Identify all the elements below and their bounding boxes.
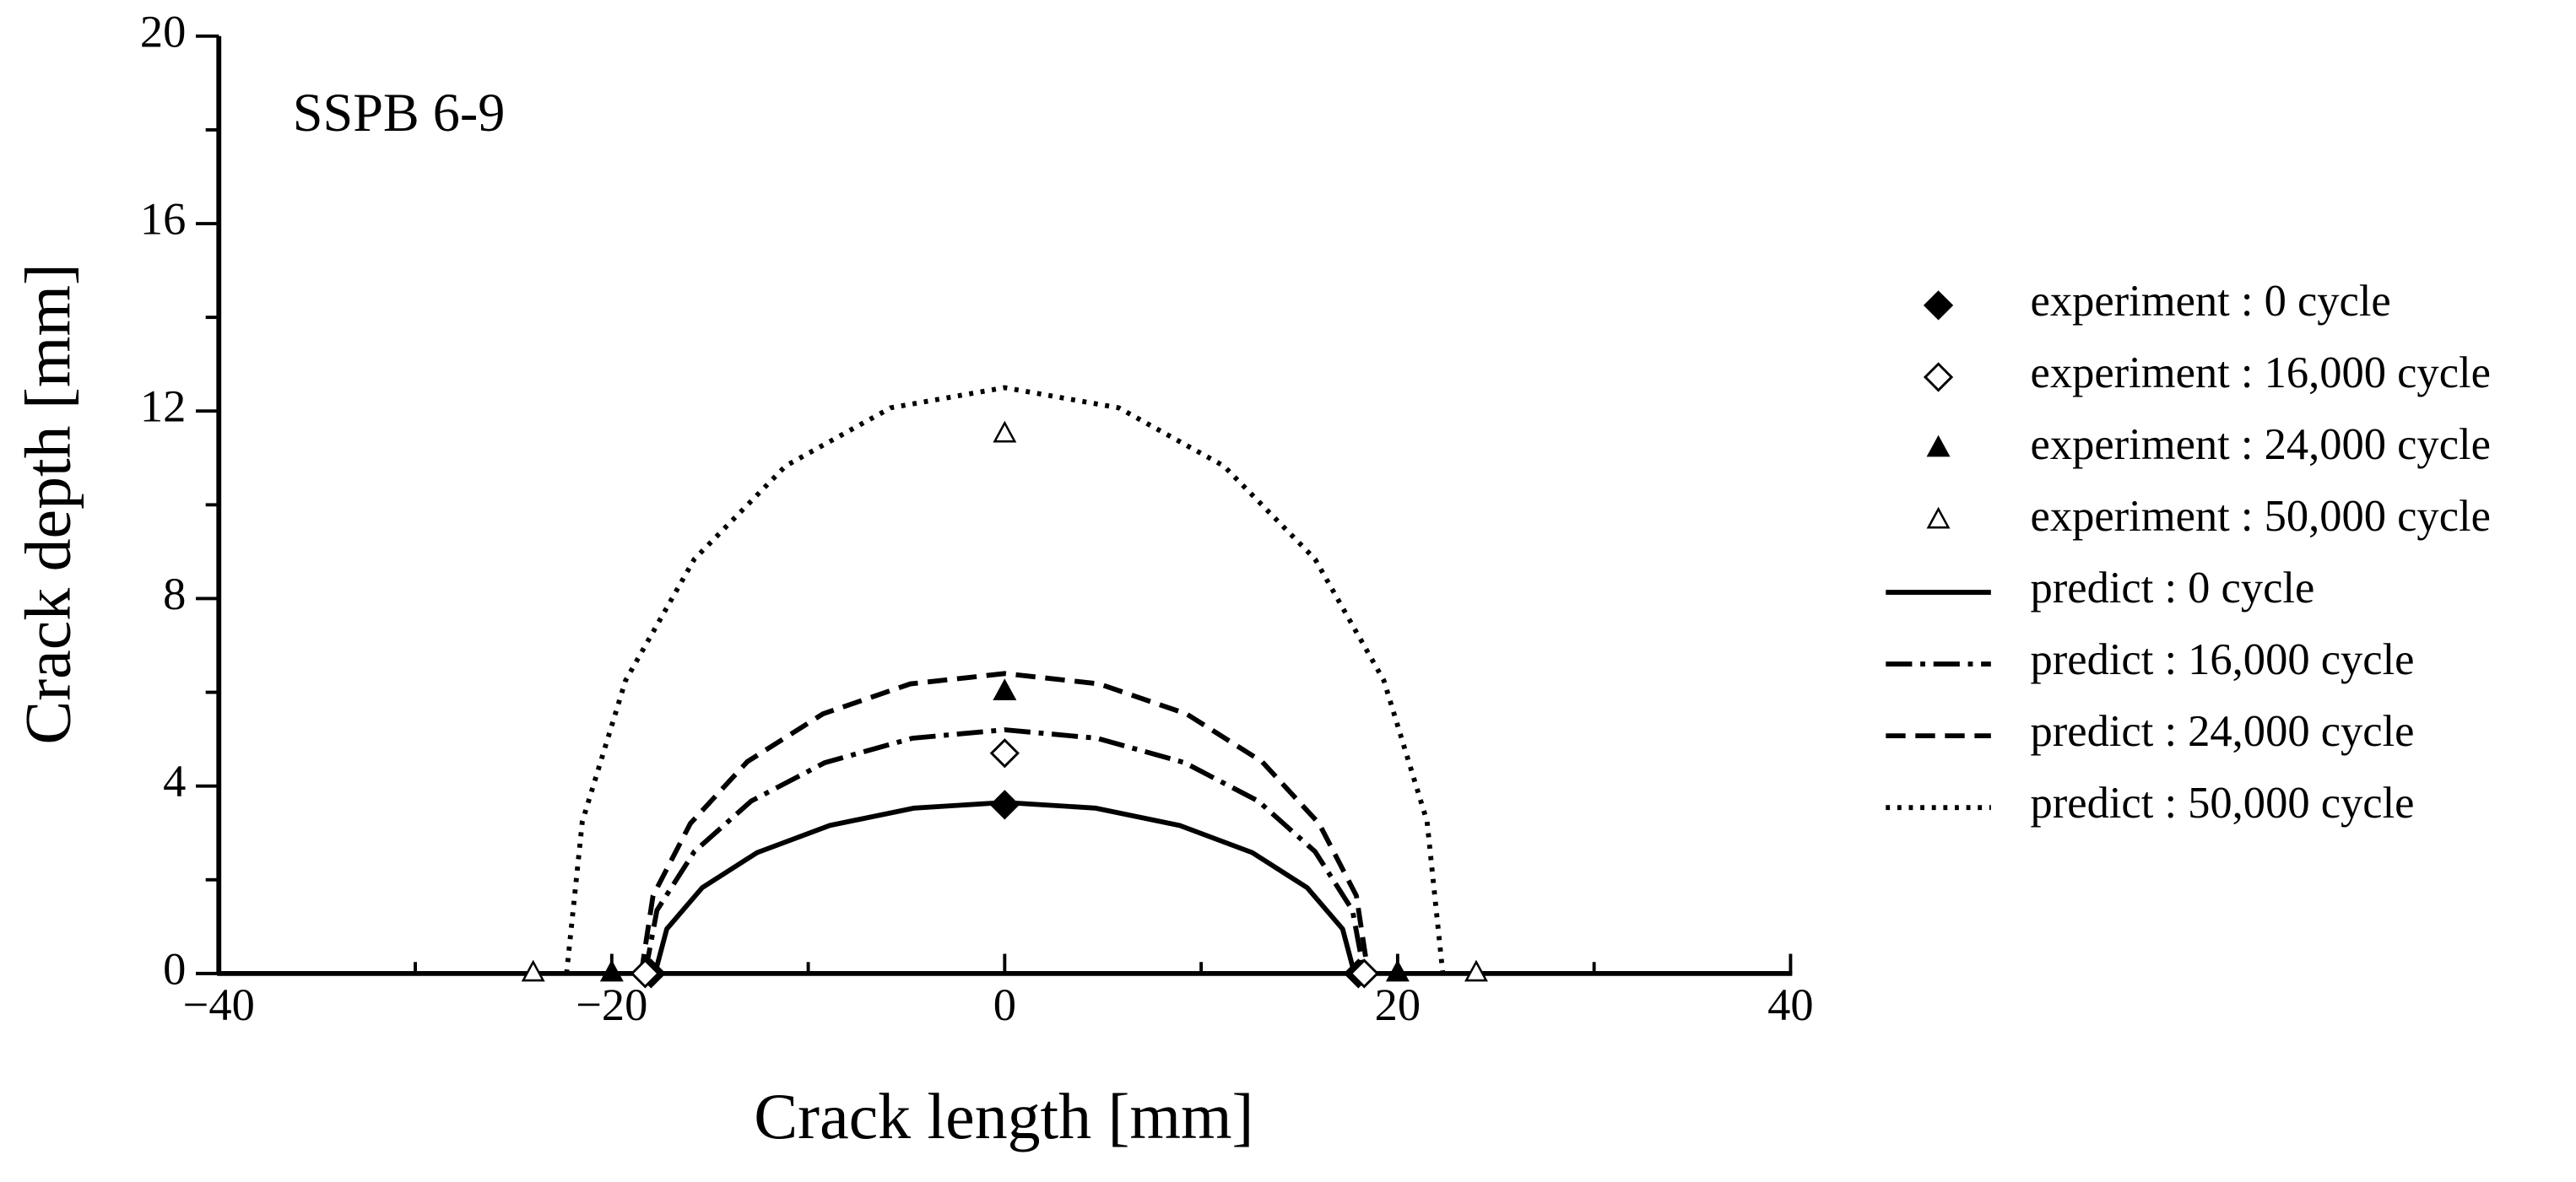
experiment-point <box>989 738 1020 769</box>
y-tick-label: 0 <box>163 942 186 994</box>
legend-label: experiment : 0 cycle <box>2031 277 2391 326</box>
x-tick-label: −20 <box>576 979 647 1030</box>
experiment-point <box>1464 959 1488 982</box>
x-tick-label: 0 <box>993 979 1016 1030</box>
legend-marker <box>1923 290 1954 321</box>
experiment-point <box>599 959 624 982</box>
y-tick-label: 4 <box>163 755 186 807</box>
legend-marker <box>1926 506 1951 529</box>
legend-label: experiment : 16,000 cycle <box>2031 348 2491 397</box>
y-tick-label: 16 <box>140 193 186 245</box>
legend-label: experiment : 50,000 cycle <box>2031 492 2491 541</box>
x-axis-label: Crack length [mm] <box>754 1080 1253 1152</box>
experiment-point <box>989 790 1020 820</box>
legend-label: predict : 24,000 cycle <box>2031 707 2415 756</box>
predict-curve <box>642 727 1367 974</box>
experiment-point <box>521 959 545 982</box>
y-tick-label: 12 <box>140 381 186 432</box>
legend-label: predict : 16,000 cycle <box>2031 635 2415 684</box>
x-tick-label: 40 <box>1767 979 1813 1030</box>
experiment-point <box>1349 958 1379 989</box>
predict-curve <box>652 800 1357 974</box>
predict-curve <box>638 671 1371 974</box>
y-tick-label: 20 <box>140 5 186 57</box>
x-tick-label: 20 <box>1375 979 1421 1030</box>
legend-label: predict : 50,000 cycle <box>2031 779 2415 828</box>
predict-curve <box>564 385 1446 974</box>
legend-marker <box>1923 362 1954 392</box>
legend-marker <box>1926 434 1951 457</box>
annotation: SSPB 6-9 <box>293 83 506 143</box>
experiment-point <box>630 958 661 989</box>
y-axis-label: Crack depth [mm] <box>12 263 84 745</box>
experiment-point <box>1385 959 1410 982</box>
x-tick-label: −40 <box>183 979 255 1030</box>
legend-label: predict : 0 cycle <box>2031 564 2315 613</box>
experiment-point <box>993 420 1017 443</box>
experiment-point <box>993 678 1017 700</box>
legend-label: experiment : 24,000 cycle <box>2031 420 2491 469</box>
y-tick-label: 8 <box>163 568 186 619</box>
